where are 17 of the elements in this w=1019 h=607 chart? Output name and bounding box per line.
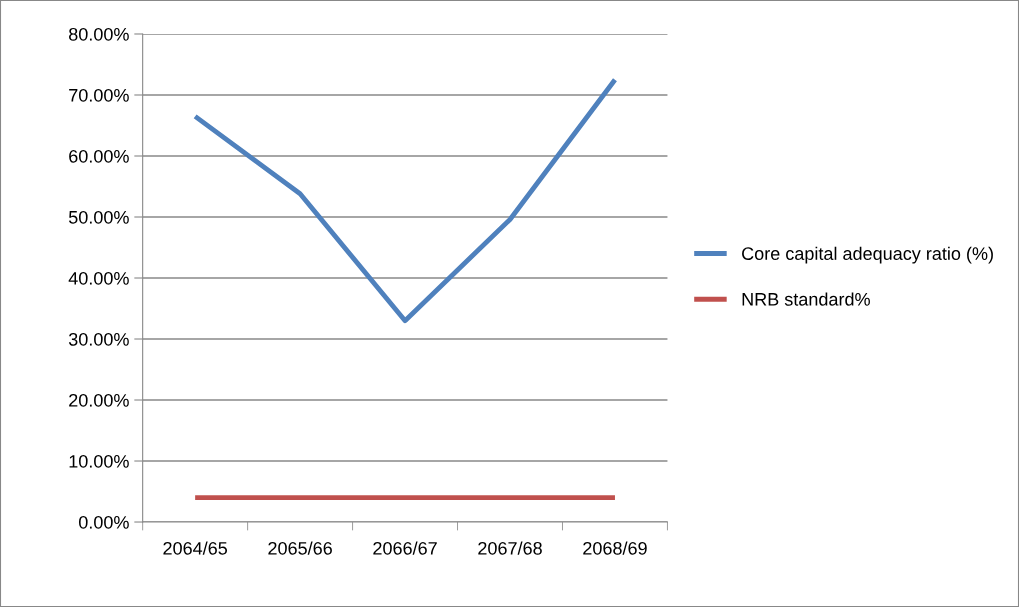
x-tick-label: 2066/67 — [373, 541, 437, 555]
y-tick-label: 60.00% — [69, 149, 129, 163]
x-tick-label: 2065/66 — [268, 541, 332, 555]
y-tick-label: 80.00% — [69, 27, 129, 41]
y-tick-label: 0.00% — [78, 515, 129, 529]
x-tick-label: 2064/65 — [163, 541, 228, 555]
y-tick-label: 70.00% — [69, 88, 129, 102]
legend-label: Core capital adequacy ratio (%) — [742, 246, 993, 264]
y-tick-label: 40.00% — [68, 271, 129, 285]
y-tick-label: 20.00% — [69, 393, 129, 407]
y-tick-label: 30.00% — [68, 332, 129, 346]
x-tick-label: 2067/68 — [478, 541, 542, 555]
x-tick-label: 2068/69 — [583, 541, 647, 555]
legend-label: NRB standard% — [742, 292, 870, 306]
y-tick-label: 10.00% — [69, 454, 129, 468]
line-series — [192, 77, 618, 324]
y-tick-label: 50.00% — [68, 210, 129, 224]
